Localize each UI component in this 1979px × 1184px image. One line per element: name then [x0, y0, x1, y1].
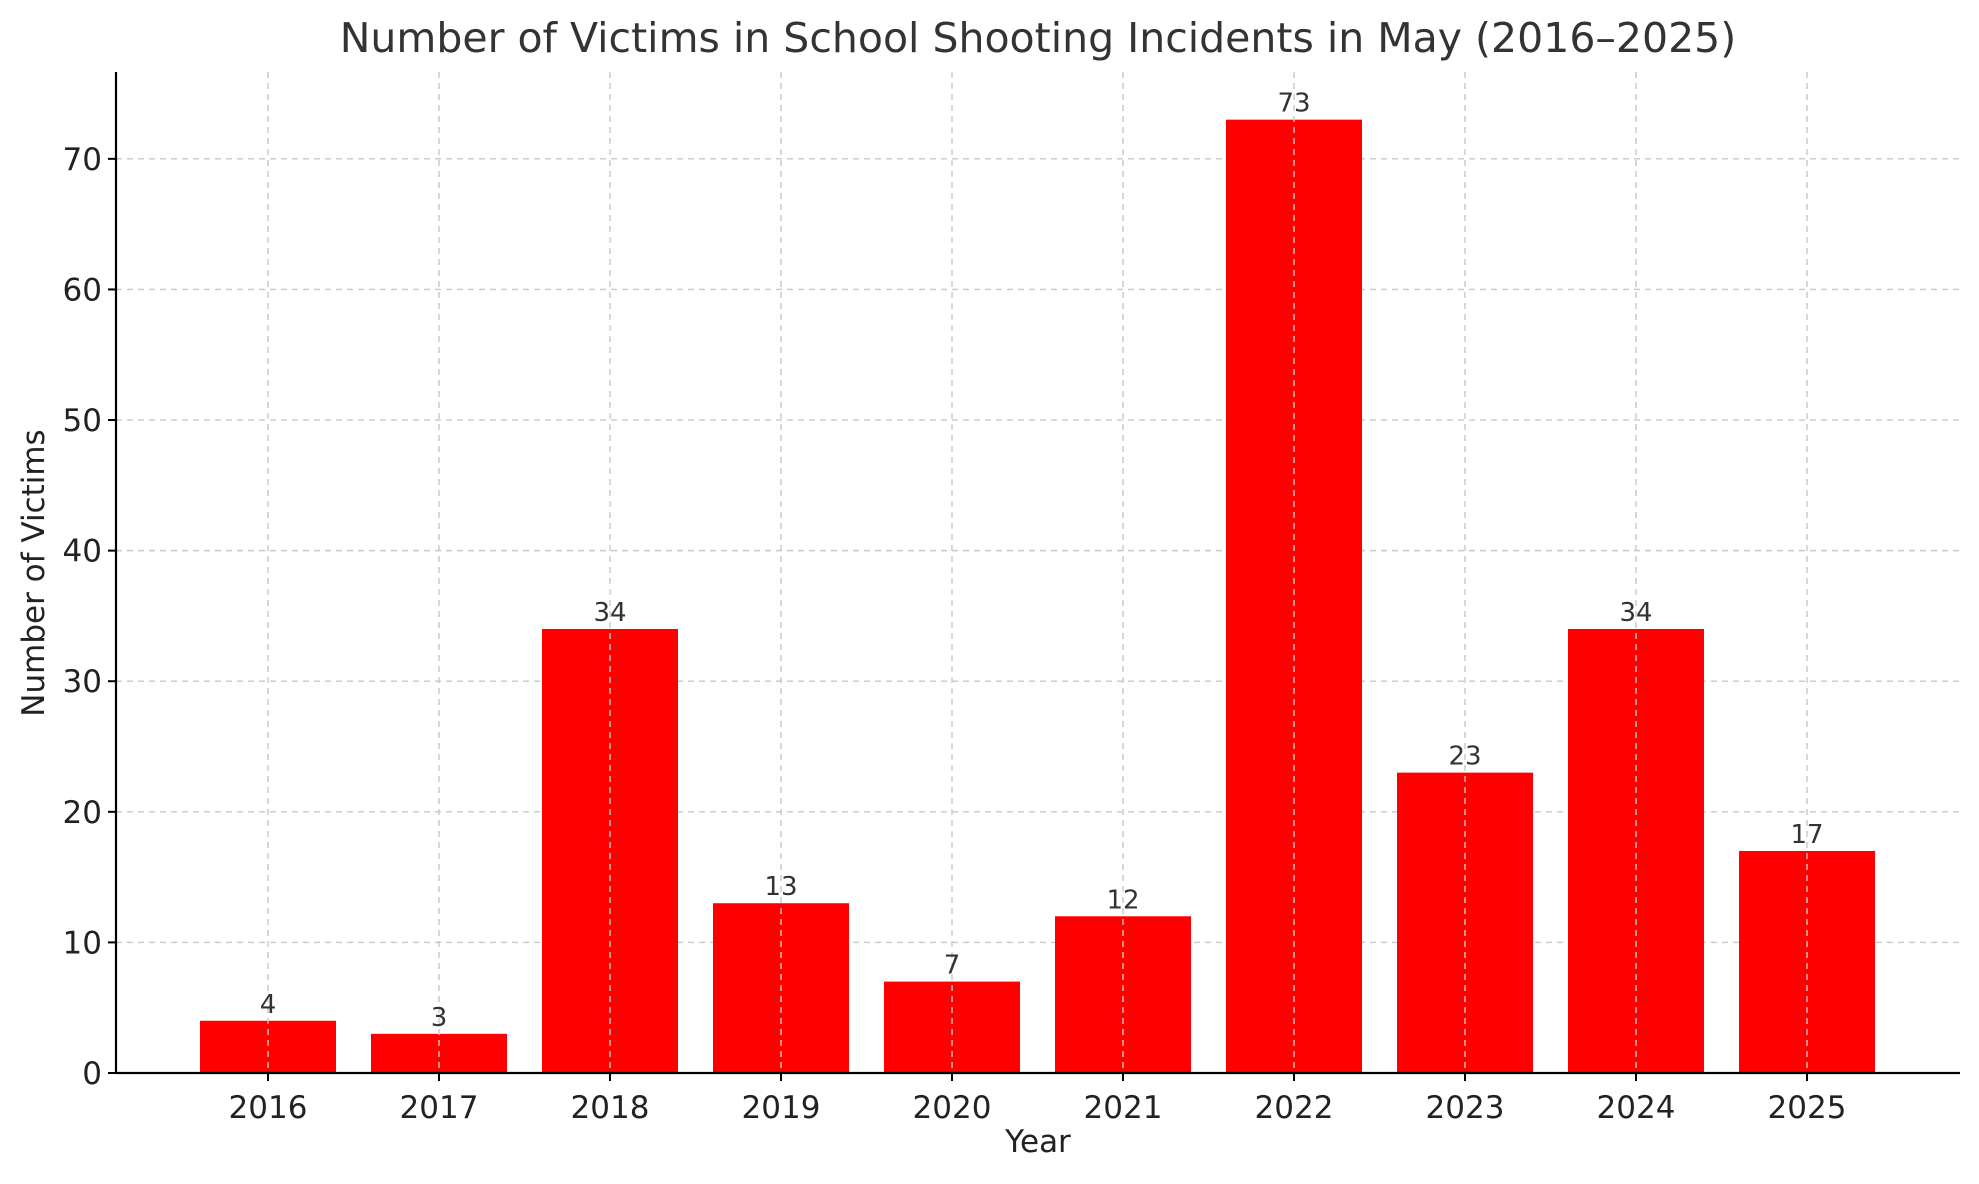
data-label-2021: 12	[1106, 885, 1139, 915]
data-label-2023: 23	[1448, 742, 1481, 772]
x-axis-label: Year	[1004, 1124, 1071, 1160]
data-label-2020: 7	[944, 951, 961, 981]
bar-2018	[542, 628, 678, 1073]
tick-labels: 0 10 20 30 40 50 60 70 2016 2017 2018 2019 2020 2021 2…	[63, 142, 1847, 1126]
x-tick-label-2018: 2018	[571, 1090, 650, 1126]
bar-2022	[1226, 119, 1362, 1073]
y-tick-label: 20	[63, 795, 102, 831]
data-label-2025: 17	[1790, 820, 1823, 850]
data-label-2024: 34	[1619, 598, 1652, 628]
bar-2020	[884, 981, 1020, 1073]
chart-title: Number of Victims in School Shooting Inc…	[340, 14, 1737, 62]
y-tick-label: 40	[63, 534, 102, 570]
bar-2025	[1739, 850, 1875, 1073]
data-label-2017: 3	[431, 1003, 448, 1033]
bar-2021	[1055, 916, 1191, 1073]
data-label-2016: 4	[260, 990, 277, 1020]
x-tick-label-2020: 2020	[913, 1090, 992, 1126]
data-labels: 4 3 34 13 7 12 73 23 34 17	[260, 72, 1824, 1073]
bars	[200, 119, 1875, 1073]
x-tick-label-2022: 2022	[1255, 1090, 1334, 1126]
data-label-2018: 34	[593, 598, 626, 628]
x-tick-label-2017: 2017	[400, 1090, 479, 1126]
bar-2024	[1568, 628, 1704, 1073]
x-tick-label-2021: 2021	[1084, 1090, 1163, 1126]
x-tick-label-2019: 2019	[742, 1090, 821, 1126]
y-tick-label: 60	[63, 272, 102, 308]
y-tick-label: 30	[63, 664, 102, 700]
y-axis-label: Number of Victims	[16, 429, 52, 716]
y-tick-label: 10	[63, 925, 102, 961]
x-tick-label-2016: 2016	[229, 1090, 308, 1126]
data-label-2019: 13	[764, 872, 797, 902]
x-tick-label-2025: 2025	[1768, 1090, 1847, 1126]
axes	[108, 72, 1960, 1081]
y-tick-label: 50	[63, 403, 102, 439]
x-tick-label-2024: 2024	[1597, 1090, 1676, 1126]
x-tick-label-2023: 2023	[1426, 1090, 1505, 1126]
data-label-2022: 73	[1277, 89, 1310, 119]
y-tick-label: 0	[82, 1056, 102, 1092]
y-tick-label: 70	[63, 142, 102, 178]
